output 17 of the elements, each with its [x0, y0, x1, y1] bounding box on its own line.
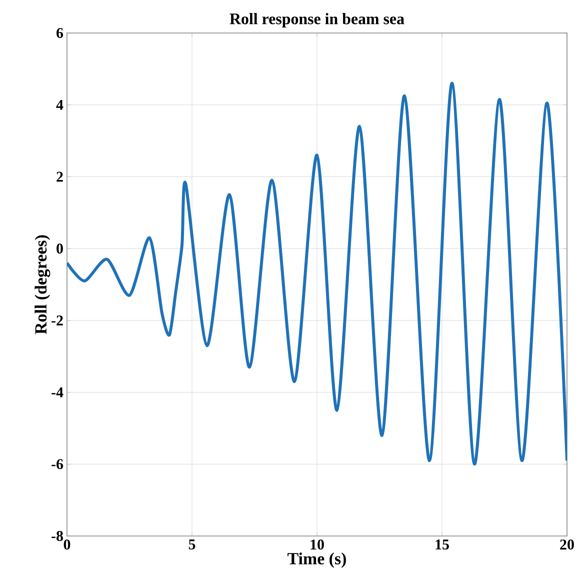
y-tick-label: -2 — [52, 315, 63, 326]
line-series — [67, 82, 568, 466]
y-tick-label: -4 — [52, 387, 64, 398]
chart-title: Roll response in beam sea — [230, 13, 404, 28]
y-tick-label: 0 — [56, 244, 63, 254]
x-tick-label: 5 — [188, 540, 196, 550]
y-tick-label: 4 — [56, 100, 64, 110]
y-tick-label: 6 — [56, 28, 64, 38]
y-tick-label: -6 — [52, 459, 64, 470]
y-axis-title: Roll (degrees) — [34, 235, 50, 334]
x-tick-label: 10 — [310, 540, 324, 550]
x-axis-title: Time (s) — [288, 552, 346, 568]
x-tick-label: 20 — [560, 540, 574, 550]
y-tick-label: -8 — [52, 530, 63, 542]
x-tick-label: 15 — [436, 540, 449, 550]
x-tick-label: 0 — [64, 540, 70, 550]
y-tick-label: 2 — [56, 172, 63, 182]
